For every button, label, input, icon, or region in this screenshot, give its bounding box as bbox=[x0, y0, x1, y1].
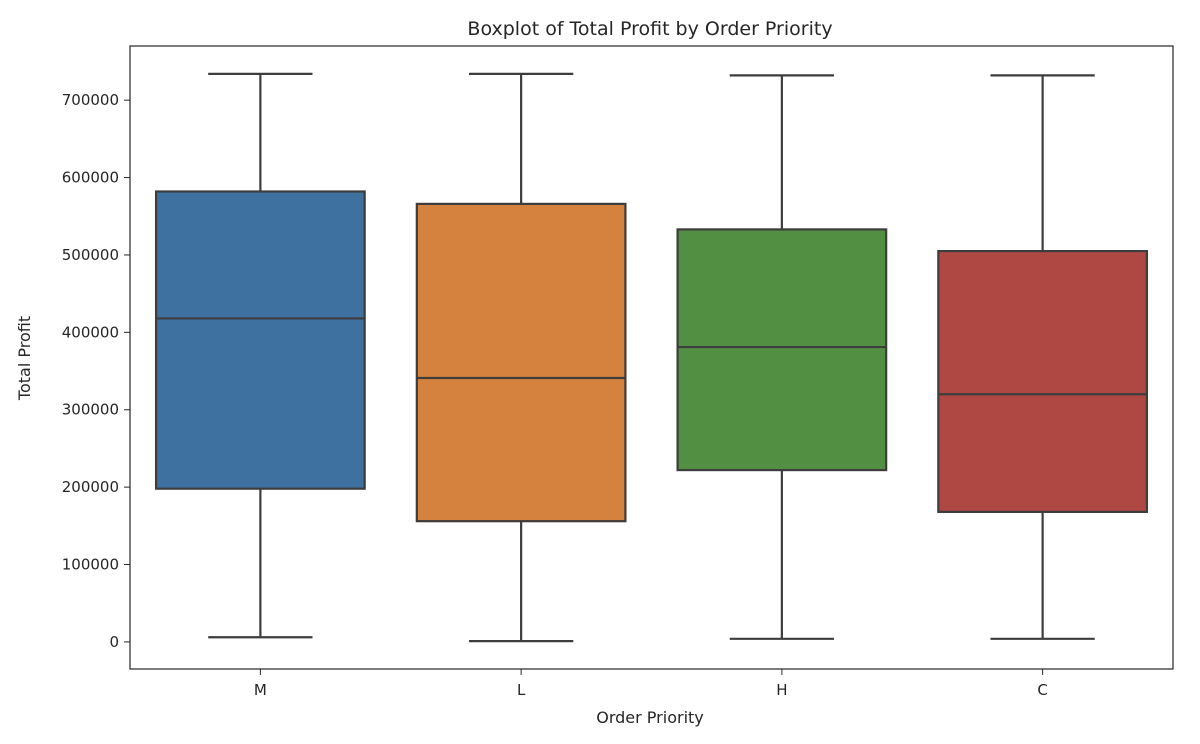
y-tick-label: 400000 bbox=[62, 323, 119, 341]
x-tick-label: L bbox=[517, 681, 526, 699]
y-tick-label: 300000 bbox=[62, 401, 119, 419]
x-tick-label: H bbox=[776, 681, 787, 699]
y-tick-label: 600000 bbox=[62, 169, 119, 187]
box-l bbox=[415, 202, 627, 523]
chart-title: Boxplot of Total Profit by Order Priorit… bbox=[467, 18, 832, 40]
box-m bbox=[154, 190, 366, 490]
y-tick-label: 200000 bbox=[62, 478, 119, 496]
x-tick-label: M bbox=[254, 681, 267, 699]
box-c bbox=[937, 249, 1149, 513]
x-tick-label: C bbox=[1037, 681, 1047, 699]
y-tick-label: 500000 bbox=[62, 246, 119, 264]
box-h bbox=[676, 228, 888, 472]
plot-frame bbox=[129, 45, 1174, 670]
x-axis-title: Order Priority bbox=[596, 708, 704, 727]
y-tick-label: 0 bbox=[109, 633, 119, 651]
y-tick-label: 700000 bbox=[62, 91, 119, 109]
plot-area: 0 100000 200000 300000 400000 500000 600000 700… bbox=[62, 45, 1174, 699]
y-tick-label: 100000 bbox=[62, 556, 119, 574]
y-axis-title: Total Profit bbox=[15, 316, 34, 401]
